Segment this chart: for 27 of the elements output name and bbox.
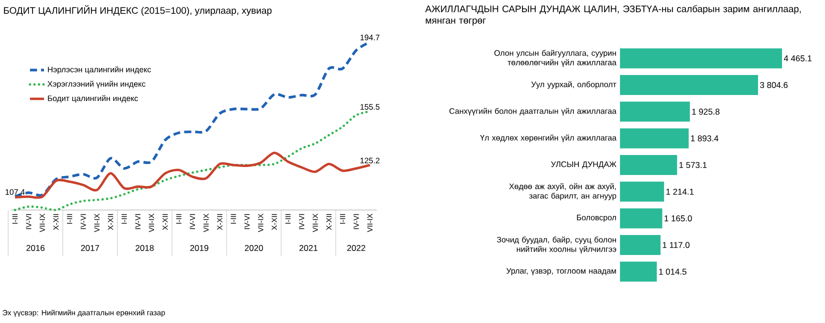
text: 2017 xyxy=(81,245,100,251)
data-label: 1 014.5 xyxy=(659,268,686,275)
bar xyxy=(620,102,690,122)
data-label: 1 117.0 xyxy=(662,242,690,248)
bar xyxy=(620,182,664,202)
data-label: 1 165.0 xyxy=(664,215,692,222)
bar xyxy=(620,128,689,148)
bar xyxy=(620,262,657,282)
data-label: 1 214.1 xyxy=(666,188,694,195)
bar xyxy=(620,155,678,176)
data-label: 1 573.1 xyxy=(679,162,707,168)
bar xyxy=(620,75,758,96)
text: 2021 xyxy=(299,245,318,251)
bar xyxy=(620,235,661,256)
data-label: 1 893.4 xyxy=(691,135,718,142)
bar xyxy=(620,208,662,228)
bar xyxy=(620,48,782,68)
text: 2022 xyxy=(347,245,366,251)
text: 2020 xyxy=(244,245,263,251)
text: 2019 xyxy=(190,245,208,251)
text: 2016 xyxy=(26,245,45,251)
chart-title: БОДИТ ЦАЛИНГИЙН ИНДЕКС (2015=100), улирлаар, хувиар xyxy=(4,5,272,16)
chart-title: АЖИЛЛАГЧДЫН САРЫН ДУНДАЖ ЦАЛИН, ЭЗБТҮА-ны салбарын зарим ангиллаар, мянган төгрөг xyxy=(425,5,801,26)
text: 2018 xyxy=(136,245,154,251)
data-label: 1 925.8 xyxy=(692,108,720,115)
data-label: 3 804.6 xyxy=(760,82,788,88)
data-label: 4 465.1 xyxy=(784,55,812,62)
